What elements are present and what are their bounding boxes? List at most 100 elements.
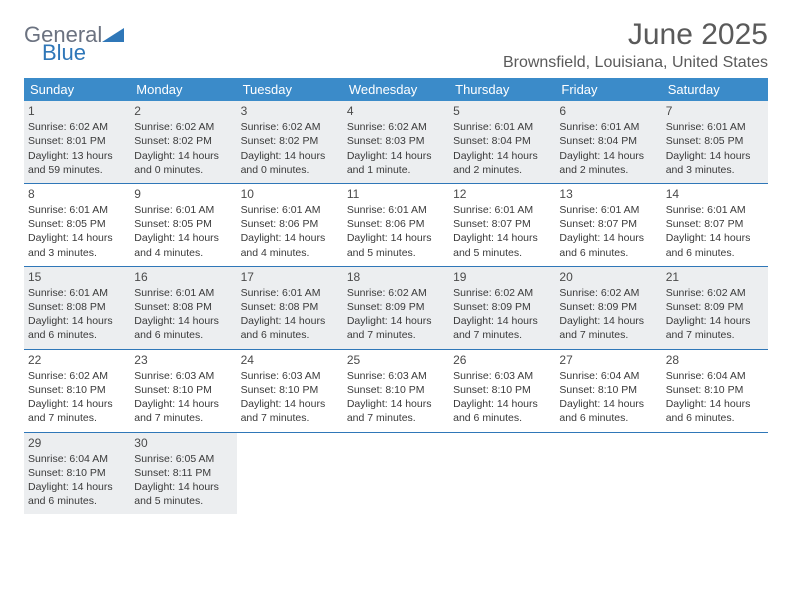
sunset-text: Sunset: 8:10 PM: [453, 383, 551, 397]
sunrise-text: Sunrise: 6:01 AM: [134, 286, 232, 300]
weekday-header: Wednesday: [343, 78, 449, 101]
calendar-page: General Blue June 2025 Brownsfield, Loui…: [0, 0, 792, 532]
day-number: 21: [666, 269, 764, 285]
weeks-container: 1Sunrise: 6:02 AMSunset: 8:01 PMDaylight…: [24, 101, 768, 514]
sunset-text: Sunset: 8:10 PM: [241, 383, 339, 397]
day2-text: and 1 minute.: [347, 163, 445, 177]
sunrise-text: Sunrise: 6:02 AM: [453, 286, 551, 300]
sunrise-text: Sunrise: 6:02 AM: [134, 120, 232, 134]
day-number: 28: [666, 352, 764, 368]
day1-text: Daylight: 14 hours: [559, 231, 657, 245]
day-cell: 19Sunrise: 6:02 AMSunset: 8:09 PMDayligh…: [449, 267, 555, 349]
day2-text: and 6 minutes.: [666, 411, 764, 425]
sunrise-text: Sunrise: 6:01 AM: [28, 203, 126, 217]
day1-text: Daylight: 14 hours: [666, 231, 764, 245]
day1-text: Daylight: 14 hours: [559, 397, 657, 411]
sunrise-text: Sunrise: 6:04 AM: [28, 452, 126, 466]
day-cell: 30Sunrise: 6:05 AMSunset: 8:11 PMDayligh…: [130, 433, 236, 515]
day1-text: Daylight: 14 hours: [241, 149, 339, 163]
day1-text: Daylight: 14 hours: [559, 149, 657, 163]
sunrise-text: Sunrise: 6:02 AM: [347, 286, 445, 300]
day-number: 20: [559, 269, 657, 285]
day2-text: and 6 minutes.: [666, 246, 764, 260]
sunset-text: Sunset: 8:08 PM: [134, 300, 232, 314]
weekday-header: Tuesday: [237, 78, 343, 101]
day1-text: Daylight: 14 hours: [28, 480, 126, 494]
sunset-text: Sunset: 8:10 PM: [666, 383, 764, 397]
day2-text: and 0 minutes.: [241, 163, 339, 177]
day-number: 24: [241, 352, 339, 368]
brand-logo: General Blue: [24, 18, 124, 64]
day-number: 5: [453, 103, 551, 119]
day1-text: Daylight: 14 hours: [134, 397, 232, 411]
sunset-text: Sunset: 8:05 PM: [28, 217, 126, 231]
day-cell: 29Sunrise: 6:04 AMSunset: 8:10 PMDayligh…: [24, 433, 130, 515]
day2-text: and 7 minutes.: [28, 411, 126, 425]
day-cell: [449, 433, 555, 515]
sunset-text: Sunset: 8:02 PM: [241, 134, 339, 148]
sunset-text: Sunset: 8:09 PM: [347, 300, 445, 314]
day-number: 13: [559, 186, 657, 202]
day-number: 4: [347, 103, 445, 119]
day2-text: and 6 minutes.: [453, 411, 551, 425]
day-number: 8: [28, 186, 126, 202]
day-number: 2: [134, 103, 232, 119]
sunrise-text: Sunrise: 6:01 AM: [453, 203, 551, 217]
weekday-header: Friday: [555, 78, 661, 101]
day-cell: 10Sunrise: 6:01 AMSunset: 8:06 PMDayligh…: [237, 184, 343, 266]
day-cell: 22Sunrise: 6:02 AMSunset: 8:10 PMDayligh…: [24, 350, 130, 432]
sunrise-text: Sunrise: 6:01 AM: [347, 203, 445, 217]
sunrise-text: Sunrise: 6:01 AM: [28, 286, 126, 300]
sunrise-text: Sunrise: 6:03 AM: [453, 369, 551, 383]
day2-text: and 6 minutes.: [28, 328, 126, 342]
day2-text: and 7 minutes.: [559, 328, 657, 342]
day1-text: Daylight: 14 hours: [241, 314, 339, 328]
day-cell: 5Sunrise: 6:01 AMSunset: 8:04 PMDaylight…: [449, 101, 555, 183]
sunrise-text: Sunrise: 6:01 AM: [241, 203, 339, 217]
day1-text: Daylight: 14 hours: [666, 314, 764, 328]
day1-text: Daylight: 14 hours: [134, 480, 232, 494]
day-cell: 7Sunrise: 6:01 AMSunset: 8:05 PMDaylight…: [662, 101, 768, 183]
day-cell: [343, 433, 449, 515]
day-number: 19: [453, 269, 551, 285]
day2-text: and 6 minutes.: [134, 328, 232, 342]
day2-text: and 7 minutes.: [347, 411, 445, 425]
sunset-text: Sunset: 8:11 PM: [134, 466, 232, 480]
day1-text: Daylight: 14 hours: [347, 231, 445, 245]
day1-text: Daylight: 14 hours: [134, 231, 232, 245]
weekday-header: Saturday: [662, 78, 768, 101]
sunrise-text: Sunrise: 6:04 AM: [666, 369, 764, 383]
day-number: 23: [134, 352, 232, 368]
day-cell: [555, 433, 661, 515]
sunrise-text: Sunrise: 6:02 AM: [28, 120, 126, 134]
weekday-header: Sunday: [24, 78, 130, 101]
week-row: 22Sunrise: 6:02 AMSunset: 8:10 PMDayligh…: [24, 349, 768, 432]
day-cell: 14Sunrise: 6:01 AMSunset: 8:07 PMDayligh…: [662, 184, 768, 266]
day2-text: and 5 minutes.: [453, 246, 551, 260]
day1-text: Daylight: 14 hours: [347, 397, 445, 411]
sunset-text: Sunset: 8:07 PM: [453, 217, 551, 231]
day-number: 15: [28, 269, 126, 285]
day-cell: 4Sunrise: 6:02 AMSunset: 8:03 PMDaylight…: [343, 101, 449, 183]
day-cell: 6Sunrise: 6:01 AMSunset: 8:04 PMDaylight…: [555, 101, 661, 183]
week-row: 15Sunrise: 6:01 AMSunset: 8:08 PMDayligh…: [24, 266, 768, 349]
week-row: 1Sunrise: 6:02 AMSunset: 8:01 PMDaylight…: [24, 101, 768, 183]
sunrise-text: Sunrise: 6:02 AM: [347, 120, 445, 134]
sunset-text: Sunset: 8:10 PM: [559, 383, 657, 397]
day-number: 7: [666, 103, 764, 119]
weekday-header: Monday: [130, 78, 236, 101]
sunrise-text: Sunrise: 6:01 AM: [666, 203, 764, 217]
sunset-text: Sunset: 8:06 PM: [347, 217, 445, 231]
day2-text: and 6 minutes.: [28, 494, 126, 508]
sunrise-text: Sunrise: 6:04 AM: [559, 369, 657, 383]
day2-text: and 6 minutes.: [559, 246, 657, 260]
day-cell: 16Sunrise: 6:01 AMSunset: 8:08 PMDayligh…: [130, 267, 236, 349]
day2-text: and 7 minutes.: [347, 328, 445, 342]
day2-text: and 5 minutes.: [134, 494, 232, 508]
day1-text: Daylight: 14 hours: [453, 231, 551, 245]
sunset-text: Sunset: 8:05 PM: [666, 134, 764, 148]
day-number: 18: [347, 269, 445, 285]
day2-text: and 6 minutes.: [241, 328, 339, 342]
day-number: 22: [28, 352, 126, 368]
day-cell: 18Sunrise: 6:02 AMSunset: 8:09 PMDayligh…: [343, 267, 449, 349]
